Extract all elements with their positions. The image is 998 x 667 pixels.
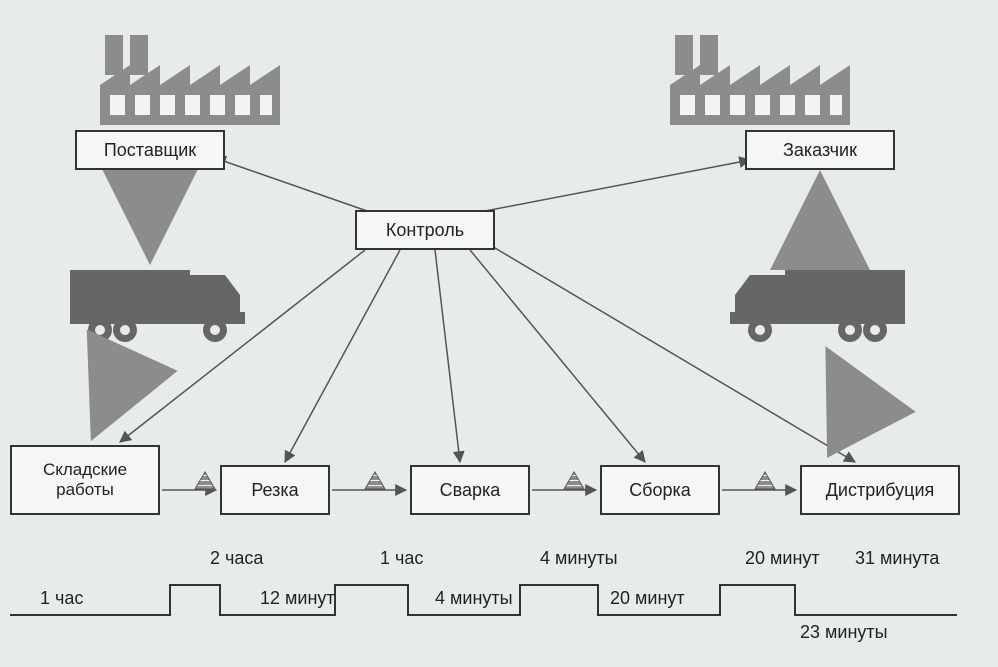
node-control: Контроль <box>355 210 495 250</box>
node-welding-label: Сварка <box>440 480 501 501</box>
truck-outbound-icon <box>730 270 905 342</box>
timeline-lower-2: 4 минуты <box>435 588 513 609</box>
truck-inbound-icon <box>70 270 245 342</box>
factory-supplier-icon <box>100 35 280 125</box>
node-welding: Сварка <box>410 465 530 515</box>
control-arrows <box>120 158 855 462</box>
timeline-upper-2: 4 минуты <box>540 548 618 569</box>
timeline-lower-4: 23 минуты <box>800 622 888 643</box>
node-assembly-label: Сборка <box>629 480 691 501</box>
node-distribution: Дистрибуция <box>800 465 960 515</box>
timeline-lower-1: 12 минут <box>260 588 335 609</box>
timeline-upper-4: 31 минута <box>855 548 939 569</box>
timeline-upper-0: 2 часа <box>210 548 263 569</box>
node-cutting-label: Резка <box>251 480 298 501</box>
node-customer: Заказчик <box>745 130 895 170</box>
factory-customer-icon <box>670 35 850 125</box>
node-warehouse-label: Складские работы <box>12 460 158 500</box>
timeline-lower-0: 1 час <box>40 588 83 609</box>
node-distribution-label: Дистрибуция <box>826 480 935 501</box>
node-assembly: Сборка <box>600 465 720 515</box>
node-control-label: Контроль <box>386 220 464 241</box>
node-warehouse: Складские работы <box>10 445 160 515</box>
node-customer-label: Заказчик <box>783 140 857 161</box>
node-supplier-label: Поставщик <box>104 140 196 161</box>
node-cutting: Резка <box>220 465 330 515</box>
timeline-lower-3: 20 минут <box>610 588 685 609</box>
timeline-upper-1: 1 час <box>380 548 423 569</box>
timeline-upper-3: 20 минут <box>745 548 820 569</box>
node-supplier: Поставщик <box>75 130 225 170</box>
